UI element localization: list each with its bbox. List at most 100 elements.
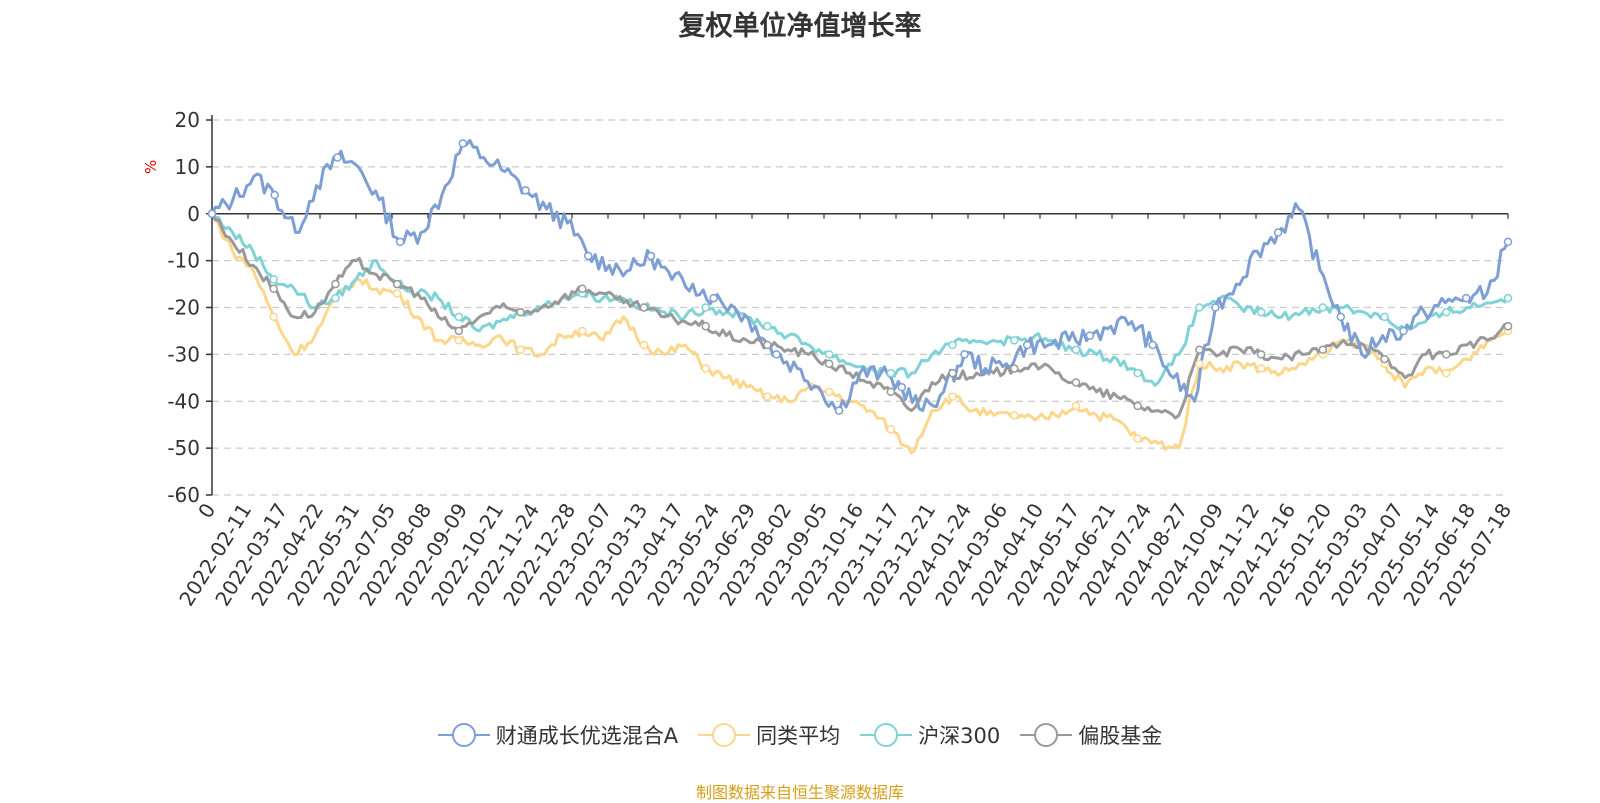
- series-marker: [516, 345, 525, 354]
- series-marker: [454, 336, 464, 345]
- series-marker: [886, 368, 896, 378]
- series-marker: [772, 350, 781, 359]
- series-marker: [1503, 237, 1513, 247]
- axes: [206, 115, 1509, 496]
- chart-title: 复权单位净值增长率: [678, 11, 922, 42]
- series-marker: [1318, 303, 1328, 312]
- y-tick-label: 10: [175, 155, 200, 179]
- series-marker: [948, 368, 957, 378]
- series-marker: [1010, 364, 1019, 373]
- series-marker: [948, 392, 957, 401]
- series-marker: [1256, 350, 1266, 359]
- series-marker: [1133, 434, 1142, 443]
- legend-swatch-fund: [437, 723, 490, 747]
- series-marker: [333, 153, 342, 162]
- series-marker: [1461, 293, 1471, 303]
- series-marker: [1148, 340, 1157, 350]
- legend-label-peer-average: 同类平均: [756, 724, 841, 748]
- y-tick-label: -50: [167, 436, 200, 460]
- series-marker: [331, 293, 340, 303]
- series-marker: [701, 322, 710, 331]
- series-marker: [1256, 307, 1266, 317]
- series-marker: [1071, 378, 1081, 387]
- legend-item-hs300[interactable]: 沪深300: [860, 720, 1000, 750]
- series-marker: [392, 279, 402, 289]
- series-marker: [1211, 303, 1220, 312]
- series-marker: [578, 326, 587, 336]
- series-marker: [1195, 345, 1204, 354]
- series-marker: [1071, 401, 1081, 411]
- legend: 财通成长优选混合A 同类平均 沪深300 偏股基金: [0, 720, 1600, 750]
- x-tick-label: 0: [193, 499, 220, 523]
- series-marker: [521, 186, 530, 195]
- series-markers: [207, 139, 1513, 443]
- series-marker: [270, 190, 279, 200]
- series-marker: [824, 350, 834, 359]
- series-marker: [886, 425, 896, 434]
- data-source-note: 制图数据来自恒生聚源数据库: [695, 783, 904, 802]
- series-marker: [454, 326, 464, 336]
- legend-item-peer-average[interactable]: 同类平均: [698, 720, 840, 750]
- series-marker: [1442, 307, 1451, 317]
- series-marker: [763, 392, 772, 401]
- series-marker: [1503, 322, 1513, 331]
- series-marker: [1336, 312, 1346, 322]
- series-marker: [1085, 331, 1095, 340]
- series-marker: [584, 251, 593, 261]
- series-marker: [1442, 368, 1451, 378]
- series-marker: [1442, 350, 1451, 359]
- series-marker: [1010, 411, 1019, 420]
- series-marker: [395, 237, 405, 247]
- series-marker: [454, 312, 464, 322]
- y-axis-label: %: [142, 160, 160, 174]
- legend-label-hs300: 沪深300: [918, 724, 1001, 748]
- series-marker: [1503, 293, 1513, 303]
- y-tick-label: -40: [167, 389, 200, 413]
- series-marker: [1273, 228, 1283, 237]
- series-marker: [701, 303, 710, 312]
- series-marker: [1133, 401, 1142, 411]
- series-marker: [269, 312, 278, 322]
- series-line: [210, 213, 1509, 420]
- y-tick-labels: 20 10 0 -10 -20 -30 -40 -50 -60: [167, 108, 200, 507]
- legend-label-fund: 财通成长优选混合A: [495, 724, 679, 748]
- legend-item-fund[interactable]: 财通成长优选混合A: [437, 720, 679, 750]
- series-marker: [1010, 336, 1019, 345]
- series-marker: [331, 279, 340, 289]
- series-marker: [1133, 368, 1142, 378]
- series-marker: [639, 340, 649, 350]
- y-tick-label: 20: [175, 108, 200, 132]
- series-marker: [639, 303, 649, 312]
- series-marker: [886, 387, 896, 397]
- y-tick-label: -30: [167, 342, 200, 366]
- series-marker: [516, 307, 525, 317]
- series-marker: [207, 209, 217, 218]
- series-marker: [646, 251, 656, 261]
- series-line: [210, 138, 1510, 413]
- series-marker: [1380, 312, 1389, 322]
- series-marker: [709, 293, 718, 303]
- series-marker: [392, 289, 402, 298]
- series-marker: [960, 350, 969, 359]
- series-marker: [763, 340, 772, 350]
- y-tick-label: -60: [167, 483, 200, 507]
- x-tick-labels: 02022-02-112022-03-172022-04-222022-05-3…: [174, 499, 1516, 610]
- series-marker: [701, 364, 710, 373]
- series-marker: [763, 322, 772, 331]
- series-marker: [824, 387, 834, 397]
- series-marker: [269, 284, 278, 293]
- series-line: [210, 212, 1509, 455]
- series-lines: [210, 138, 1510, 455]
- y-tick-label: -20: [167, 296, 200, 320]
- series-marker: [578, 284, 587, 293]
- series-marker: [1399, 326, 1408, 336]
- legend-swatch-peer-average: [698, 723, 751, 747]
- series-marker: [834, 406, 844, 415]
- series-marker: [897, 382, 907, 392]
- legend-item-equity-fund[interactable]: 偏股基金: [1020, 720, 1162, 750]
- series-line: [210, 212, 1510, 387]
- y-tick-label: -10: [167, 249, 200, 273]
- y-tick-label: 0: [187, 202, 200, 226]
- legend-swatch-hs300: [860, 723, 913, 747]
- legend-label-equity-fund: 偏股基金: [1078, 724, 1163, 748]
